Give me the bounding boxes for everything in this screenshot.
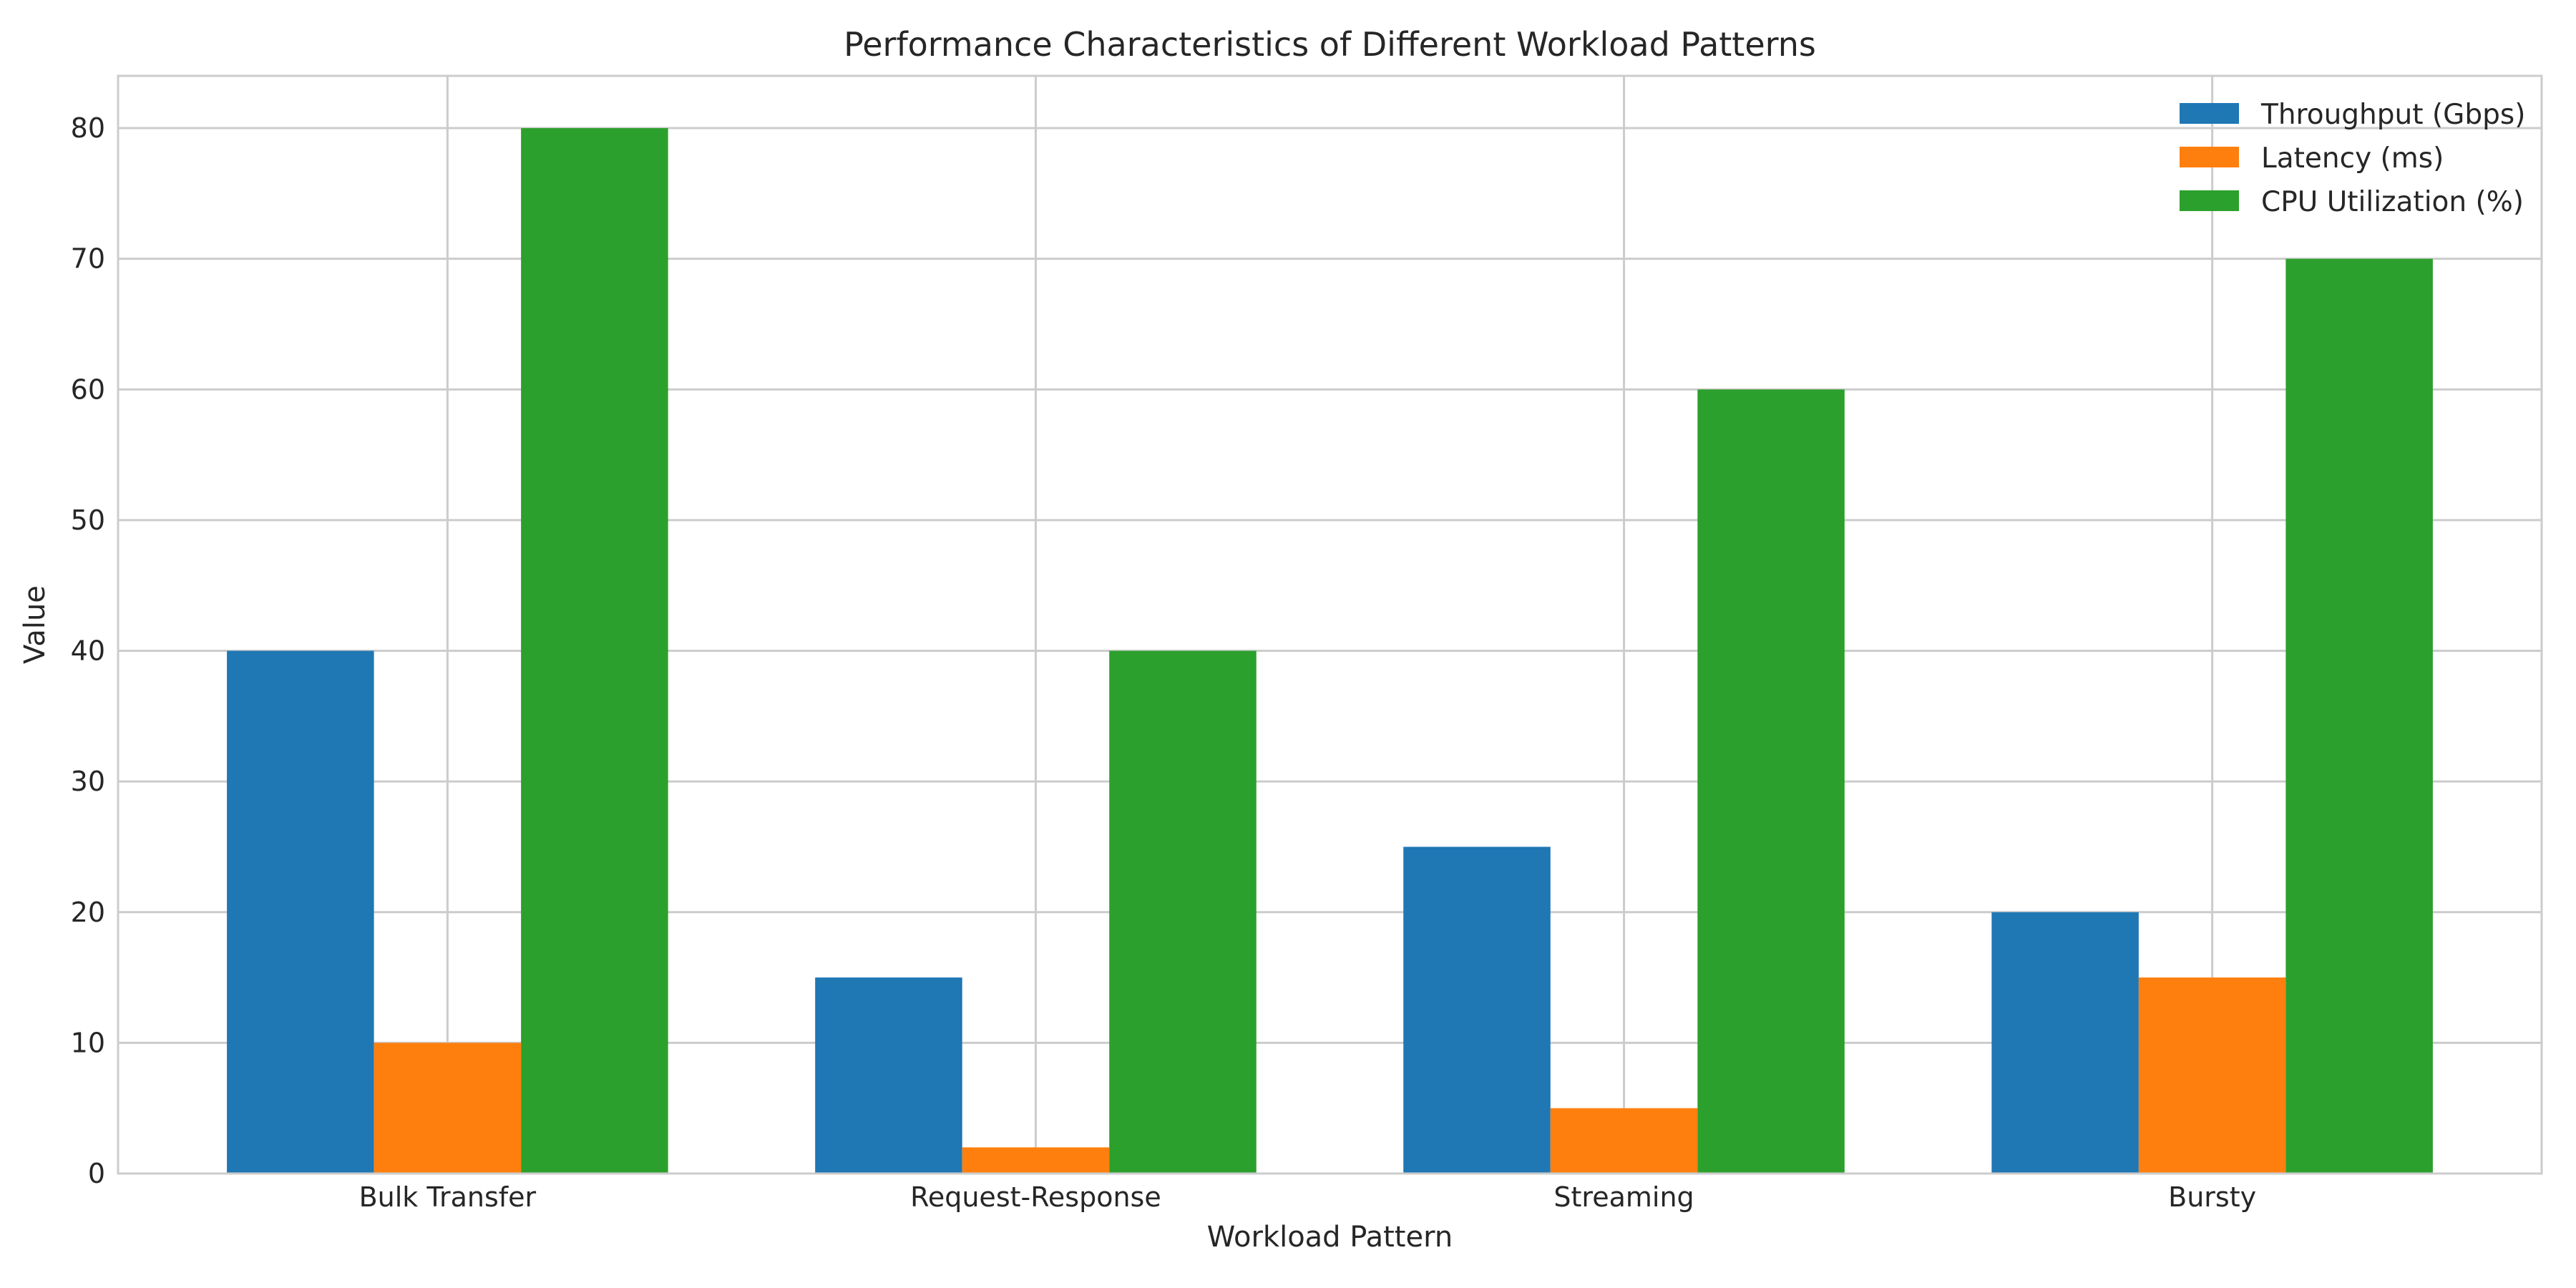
bar — [1991, 912, 2139, 1174]
legend-swatch — [2180, 147, 2239, 167]
bar — [1550, 1108, 1698, 1174]
y-tick-label: 30 — [71, 766, 105, 797]
x-axis-ticks: Bulk Transfer Request-Response Streaming Bu… — [359, 1181, 2257, 1213]
legend-label: Latency (ms) — [2261, 142, 2444, 175]
y-tick-label: 0 — [88, 1158, 105, 1189]
y-tick-label: 50 — [71, 504, 105, 536]
bar — [1109, 650, 1257, 1174]
y-tick-label: 80 — [71, 112, 105, 144]
legend-label: CPU Utilization (%) — [2261, 186, 2524, 218]
y-tick-label: 70 — [71, 243, 105, 275]
x-tick-label: Bursty — [2168, 1181, 2256, 1213]
x-axis-label: Workload Pattern — [1207, 1221, 1453, 1254]
plot-frame — [117, 74, 2543, 1175]
bars — [227, 128, 2433, 1174]
legend-label: Throughput (Gbps) — [2260, 99, 2525, 131]
bar — [2285, 258, 2433, 1174]
y-tick-label: 20 — [71, 897, 105, 928]
legend-swatch — [2180, 103, 2239, 124]
bar — [1697, 389, 1845, 1174]
y-axis-ticks: 0 10 20 30 40 50 60 70 80 — [71, 112, 105, 1189]
y-axis-label: Value — [19, 585, 52, 664]
bar — [2138, 977, 2286, 1174]
y-tick-label: 10 — [71, 1027, 105, 1058]
bar — [962, 1147, 1110, 1174]
legend-swatch — [2180, 190, 2239, 211]
x-tick-label: Bulk Transfer — [359, 1181, 537, 1213]
y-tick-label: 60 — [71, 374, 105, 405]
bar — [374, 1043, 522, 1174]
x-tick-label: Request-Response — [910, 1181, 1161, 1213]
bar — [227, 650, 374, 1174]
y-tick-label: 40 — [71, 635, 105, 667]
bar — [815, 977, 962, 1174]
x-tick-label: Streaming — [1553, 1181, 1694, 1213]
bar — [1403, 847, 1551, 1174]
legend: Throughput (Gbps) Latency (ms) CPU Utiliza… — [2180, 99, 2525, 218]
bar — [521, 128, 668, 1174]
chart-title: Performance Characteristics of Different… — [844, 25, 1816, 64]
